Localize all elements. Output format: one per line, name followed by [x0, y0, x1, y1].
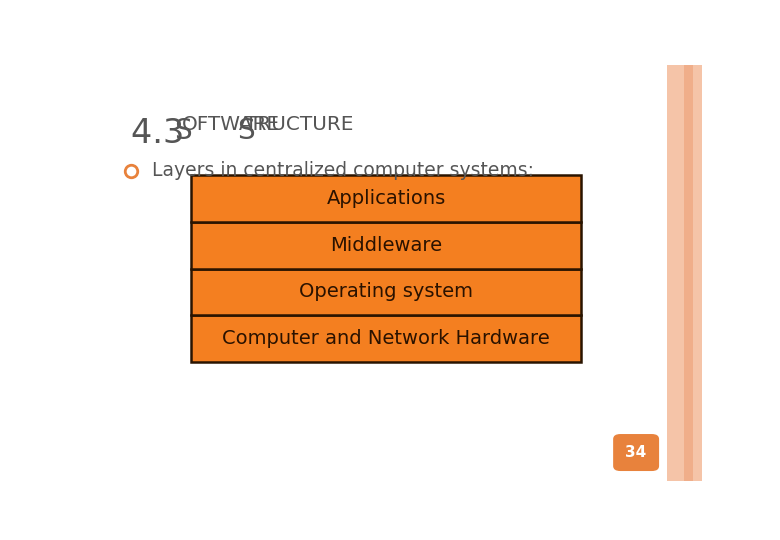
- Text: Computer and Network Hardware: Computer and Network Hardware: [222, 329, 550, 348]
- Bar: [191, 268, 581, 315]
- Text: Layers in centralized computer systems:: Layers in centralized computer systems:: [152, 161, 534, 180]
- Text: 34: 34: [626, 445, 647, 460]
- Bar: [693, 65, 702, 481]
- FancyBboxPatch shape: [613, 434, 659, 471]
- Text: Middleware: Middleware: [330, 235, 442, 255]
- Bar: [667, 65, 684, 481]
- Bar: [191, 222, 581, 268]
- Text: S: S: [174, 117, 192, 145]
- Bar: [191, 315, 581, 362]
- Text: TRUCTURE: TRUCTURE: [245, 114, 353, 134]
- Text: Operating system: Operating system: [300, 282, 473, 301]
- Text: S: S: [237, 117, 255, 145]
- Text: Applications: Applications: [327, 189, 446, 208]
- Text: 4.3: 4.3: [131, 117, 195, 150]
- Bar: [684, 65, 693, 481]
- Text: OFTWARE: OFTWARE: [182, 114, 280, 134]
- Bar: [191, 175, 581, 222]
